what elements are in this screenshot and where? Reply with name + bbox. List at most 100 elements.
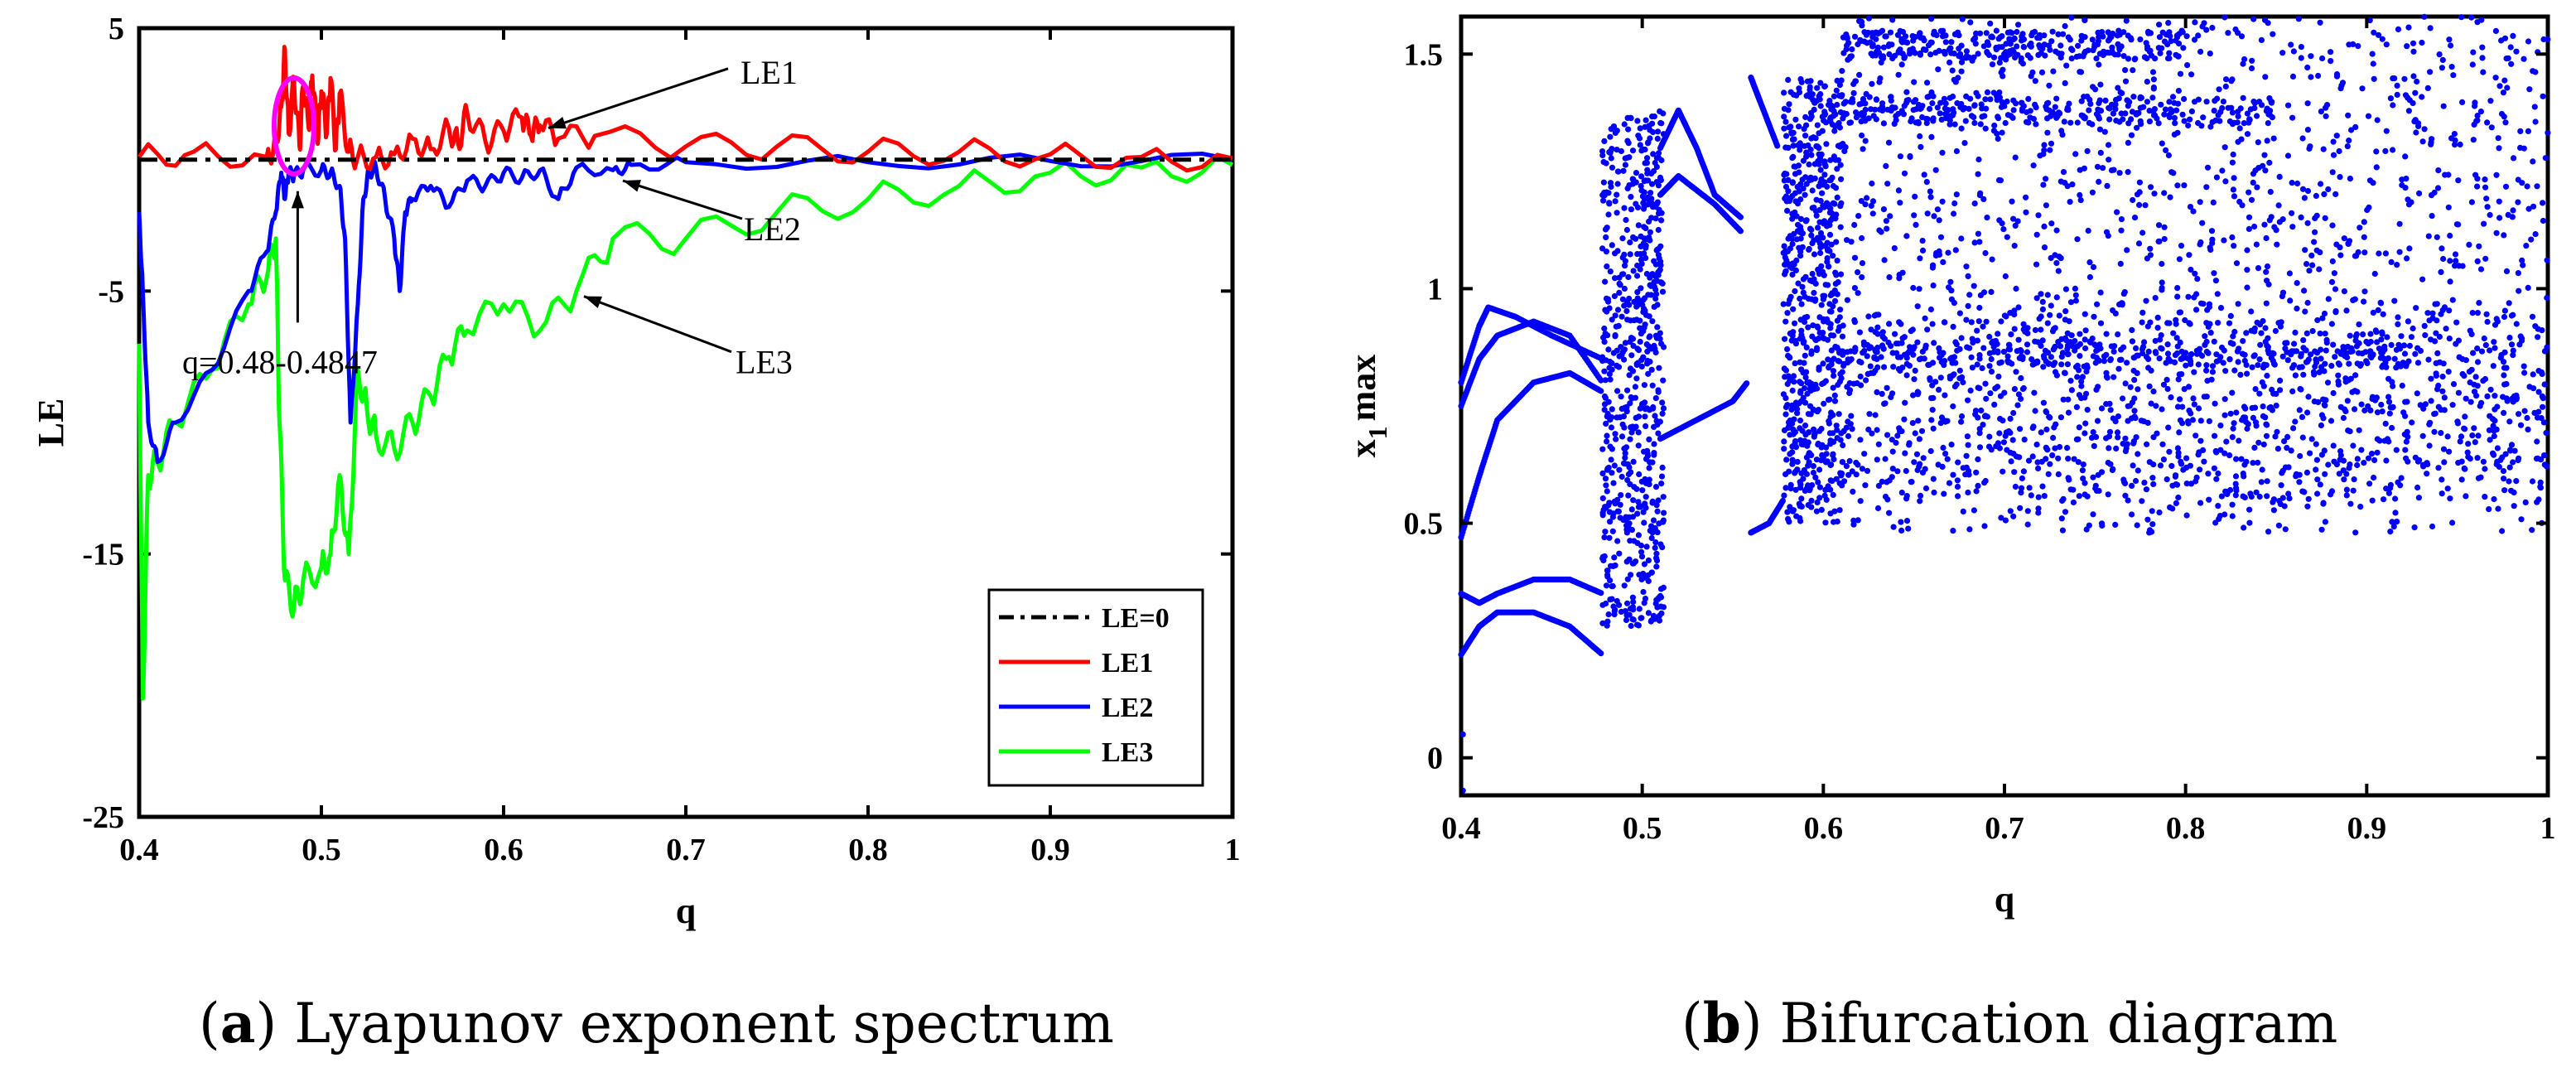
bifurcation-point bbox=[1997, 393, 2004, 399]
bifurcation-point bbox=[2187, 356, 2193, 363]
bifurcation-point bbox=[2373, 164, 2380, 171]
bifurcation-point bbox=[1609, 470, 1615, 476]
bifurcation-point bbox=[1813, 456, 1820, 463]
bifurcation-point bbox=[1996, 360, 2003, 366]
bifurcation-point bbox=[1608, 424, 1615, 431]
bifurcation-point bbox=[2482, 255, 2489, 262]
bifurcation-point bbox=[1840, 141, 1846, 147]
bifurcation-point bbox=[2466, 241, 2472, 248]
bifurcation-point bbox=[2074, 236, 2081, 243]
bifurcation-point bbox=[1600, 506, 1607, 514]
bifurcation-point bbox=[2225, 30, 2231, 36]
bifurcation-point bbox=[1792, 320, 1798, 326]
bifurcation-point bbox=[2352, 123, 2359, 130]
bifurcation-point bbox=[1999, 129, 2005, 136]
bifurcation-point bbox=[2154, 314, 2161, 321]
bifurcation-point bbox=[2500, 89, 2506, 96]
bifurcation-point bbox=[2241, 524, 2247, 531]
bifurcation-point bbox=[2446, 448, 2453, 455]
bifurcation-point bbox=[1616, 601, 1623, 608]
bifurcation-point bbox=[2354, 389, 2361, 395]
bifurcation-point bbox=[1836, 314, 1843, 321]
bifurcation-point bbox=[1869, 180, 1875, 187]
bifurcation-point bbox=[1936, 217, 1942, 224]
bifurcation-point bbox=[1819, 452, 1826, 459]
bifurcation-point bbox=[2110, 348, 2117, 355]
bifurcation-point bbox=[1819, 380, 1826, 388]
bifurcation-point bbox=[1611, 462, 1618, 469]
bifurcation-point bbox=[1797, 295, 1803, 302]
bifurcation-point bbox=[1836, 411, 1842, 418]
bifurcation-point bbox=[1627, 251, 1633, 258]
bifurcation-point bbox=[1823, 141, 1830, 147]
bifurcation-point bbox=[2000, 349, 2007, 355]
bifurcation-point bbox=[2130, 355, 2137, 361]
bifurcation-point bbox=[2427, 25, 2434, 31]
bifurcation-point bbox=[1986, 363, 1993, 369]
bifurcation-point bbox=[1801, 338, 1807, 345]
bifurcation-point bbox=[1821, 162, 1828, 168]
bifurcation-point bbox=[1611, 554, 1618, 561]
bifurcation-point bbox=[2530, 371, 2536, 378]
bifurcation-point bbox=[2274, 428, 2280, 435]
bifurcation-point bbox=[1928, 417, 1935, 423]
bifurcation-point bbox=[2211, 270, 2217, 277]
bifurcation-point bbox=[1814, 85, 1821, 91]
bifurcation-point bbox=[2133, 345, 2139, 351]
bifurcation-point bbox=[2110, 307, 2116, 314]
bifurcation-point bbox=[1910, 392, 1917, 398]
bifurcation-point bbox=[2480, 458, 2487, 465]
bifurcation-point bbox=[2298, 353, 2304, 360]
bifurcation-point bbox=[2011, 386, 2018, 393]
bifurcation-point bbox=[2270, 496, 2277, 503]
bifurcation-point bbox=[2315, 72, 2322, 80]
bifurcation-point bbox=[1909, 420, 1916, 427]
bifurcation-point bbox=[1657, 176, 1664, 183]
bifurcation-point bbox=[2534, 438, 2540, 445]
bifurcation-point bbox=[2475, 432, 2482, 439]
bifurcation-point bbox=[2139, 229, 2146, 236]
bifurcation-point bbox=[2281, 503, 2288, 510]
bifurcation-point bbox=[2318, 526, 2325, 533]
bifurcation-point bbox=[1909, 326, 1916, 333]
bifurcation-point bbox=[2223, 438, 2230, 445]
bifurcation-point bbox=[2052, 325, 2058, 331]
bifurcation-point bbox=[2177, 396, 2183, 403]
bifurcation-point bbox=[1609, 528, 1616, 534]
bifurcation-point bbox=[2444, 433, 2451, 440]
bifurcation-point bbox=[2306, 268, 2313, 274]
bifurcation-point bbox=[1831, 456, 1837, 463]
bifurcation-point bbox=[1635, 442, 1642, 449]
bifurcation-point bbox=[1659, 288, 1667, 295]
bifurcation-point bbox=[2156, 355, 2163, 362]
bifurcation-point bbox=[2320, 146, 2327, 152]
bifurcation-point bbox=[1781, 89, 1787, 96]
bifurcation-point bbox=[1856, 71, 1863, 78]
bifurcation-point bbox=[2445, 369, 2452, 375]
bifurcation-point bbox=[2159, 406, 2165, 413]
bifurcation-point bbox=[1825, 247, 1831, 254]
bifurcation-point bbox=[2168, 462, 2175, 470]
bifurcation-point bbox=[1830, 215, 1836, 222]
bifurcation-point bbox=[1779, 497, 1786, 505]
bifurcation-point bbox=[1903, 233, 1910, 239]
bifurcation-point bbox=[2521, 369, 2528, 376]
bifurcation-point bbox=[1619, 235, 1626, 242]
bifurcation-point bbox=[1631, 298, 1638, 305]
bifurcation-point bbox=[2540, 403, 2546, 410]
bifurcation-point bbox=[1802, 487, 1808, 495]
bifurcation-point bbox=[2303, 359, 2310, 365]
bifurcation-point bbox=[2317, 481, 2323, 488]
bifurcation-point bbox=[2389, 379, 2395, 385]
bifurcation-point bbox=[2290, 362, 2298, 369]
bifurcation-point bbox=[1869, 80, 1875, 87]
bifurcation-point bbox=[1783, 198, 1790, 205]
bifurcation-point bbox=[2492, 27, 2499, 35]
bifurcation-point bbox=[2130, 67, 2136, 74]
bifurcation-point bbox=[1880, 120, 1887, 127]
bifurcation-point bbox=[2158, 332, 2164, 339]
bifurcation-point bbox=[2312, 348, 2318, 355]
bifurcation-point bbox=[1879, 342, 1886, 349]
bifurcation-point bbox=[2095, 384, 2101, 390]
bifurcation-point bbox=[2231, 243, 2237, 249]
